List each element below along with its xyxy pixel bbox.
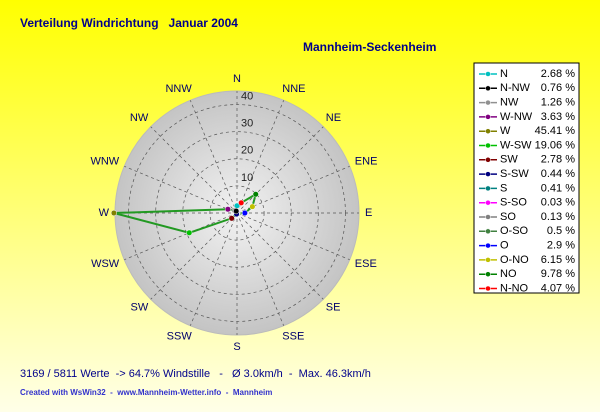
spoke: [236, 126, 324, 214]
chart-subtitle: Mannheim-Seckenheim: [303, 40, 436, 54]
grid-circle: [155, 131, 319, 295]
axis-label: SW: [131, 302, 149, 314]
legend-name: S: [500, 182, 507, 194]
spoke: [124, 165, 238, 214]
spoke: [124, 212, 238, 261]
spoke: [189, 100, 238, 214]
legend-name: NW: [500, 97, 519, 109]
r-tick-label: 40: [241, 90, 253, 102]
legend-name: S-SO: [500, 197, 527, 209]
axis-label: N: [233, 73, 241, 85]
legend-name: N-NO: [500, 282, 529, 294]
legend-marker: [485, 142, 491, 149]
axis-label: NW: [130, 112, 149, 124]
legend-marker: [485, 128, 491, 134]
legend-name: W-NW: [500, 111, 533, 123]
grid-circle: [209, 185, 265, 241]
legend-value: 6.15 %: [541, 254, 575, 266]
axis-label: SSW: [167, 331, 193, 343]
legend-name: O-NO: [500, 254, 529, 266]
axis-label: SSE: [282, 331, 304, 343]
spoke: [236, 212, 324, 300]
legend-name: O: [500, 240, 509, 252]
spoke: [150, 212, 238, 300]
legend-value: 45.41 %: [535, 125, 576, 137]
axis-label: WNW: [90, 156, 119, 168]
axis-label: ENE: [355, 156, 378, 168]
axis-label: NNE: [282, 83, 305, 95]
radar-point: [186, 229, 193, 236]
r-tick-label: 20: [241, 145, 253, 157]
legend-marker: [485, 199, 491, 206]
legend-marker: [485, 242, 491, 249]
axis-label: NE: [326, 112, 341, 124]
radar-point: [228, 215, 235, 222]
legend-value: 2.9 %: [547, 240, 575, 252]
legend-value: 0.13 %: [541, 211, 575, 223]
spoke: [236, 212, 285, 326]
legend-value: 0.44 %: [541, 168, 575, 180]
r-tick-label: 30: [241, 118, 253, 130]
axis-label: WSW: [91, 258, 120, 270]
spoke: [236, 100, 285, 214]
axis-label: S: [233, 341, 240, 353]
axis-label: SE: [326, 302, 341, 314]
legend-name: NO: [500, 268, 517, 280]
spoke: [236, 165, 350, 214]
legend-value: 0.5 %: [547, 225, 575, 237]
legend-name: SO: [500, 211, 516, 223]
axis-label: ESE: [355, 258, 377, 270]
spoke: [150, 126, 238, 214]
legend-value: 2.78 %: [541, 154, 575, 166]
legend-value: 0.03 %: [541, 197, 575, 209]
axis-label: NNW: [165, 83, 192, 95]
legend-marker: [485, 114, 491, 120]
radar-point: [110, 209, 117, 217]
chart-title: Verteilung Windrichtung Januar 2004: [20, 16, 238, 30]
legend-value: 9.78 %: [541, 268, 575, 280]
footer: 3169 / 5811 Werte -> 64.7% Windstille - …: [20, 368, 371, 380]
legend-marker: [485, 285, 491, 292]
legend-value: 2.68 %: [541, 68, 575, 80]
legend-marker: [485, 71, 491, 77]
legend-marker: [485, 214, 491, 220]
legend-marker: [485, 157, 491, 163]
legend-name: SW: [500, 154, 518, 166]
radar-point: [224, 206, 231, 213]
legend-name: W: [500, 125, 511, 137]
legend-name: N-NW: [500, 82, 531, 94]
radar-point: [249, 203, 256, 210]
legend-value: 19.06 %: [535, 139, 576, 151]
legend-name: O-SO: [500, 225, 529, 237]
legend-marker: [485, 85, 491, 92]
legend-box: [473, 62, 580, 294]
spoke: [189, 212, 238, 326]
radar-point: [233, 208, 240, 215]
radar-point: [252, 191, 259, 198]
legend-value: 4.07 %: [541, 282, 575, 294]
radar-point: [241, 209, 248, 217]
credit: Created with WsWin32 - www.Mannheim-Wett…: [20, 388, 272, 397]
spoke: [236, 212, 350, 261]
legend-name: W-SW: [500, 139, 532, 151]
legend-name: S-SW: [500, 168, 529, 180]
legend-value: 3.63 %: [541, 111, 575, 123]
legend-marker: [485, 257, 491, 263]
legend-marker: [485, 171, 491, 177]
legend-marker: [485, 185, 491, 192]
legend-marker: [485, 228, 491, 235]
radar-point: [238, 199, 245, 206]
legend-name: N: [500, 68, 508, 80]
legend-marker: [485, 99, 491, 106]
axis-label: E: [365, 207, 372, 219]
legend-value: 0.41 %: [541, 182, 575, 194]
axis-label: W: [99, 207, 110, 219]
legend-marker: [485, 271, 491, 277]
r-tick-label: 10: [241, 172, 253, 184]
legend-value: 1.26 %: [541, 97, 575, 109]
legend-value: 0.76 %: [541, 82, 575, 94]
